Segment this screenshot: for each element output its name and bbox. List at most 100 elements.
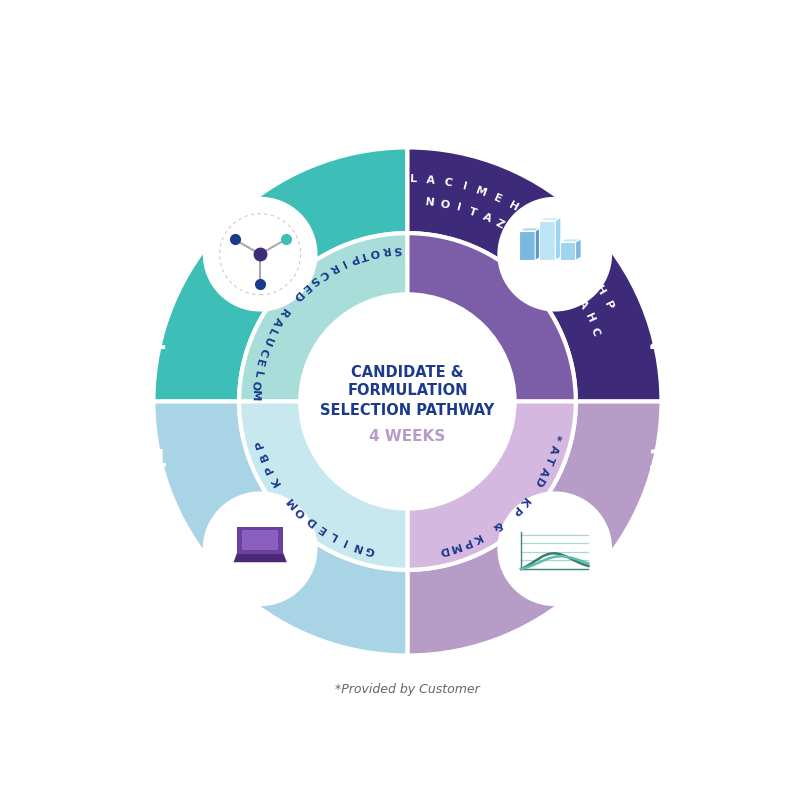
Text: D: D xyxy=(531,475,545,488)
Circle shape xyxy=(204,492,316,605)
Wedge shape xyxy=(407,401,661,656)
Text: O: O xyxy=(250,379,261,390)
Text: T: T xyxy=(467,207,479,219)
Text: P: P xyxy=(347,252,359,265)
Text: R: R xyxy=(277,306,289,319)
Polygon shape xyxy=(560,238,581,242)
Wedge shape xyxy=(407,233,576,401)
Text: L: L xyxy=(328,529,339,541)
Text: L: L xyxy=(266,326,277,337)
Polygon shape xyxy=(519,228,541,231)
Text: O: O xyxy=(439,199,450,211)
Text: E: E xyxy=(299,281,312,293)
Text: 4: 4 xyxy=(145,448,167,477)
Text: O: O xyxy=(369,246,381,258)
Text: C: C xyxy=(257,347,269,358)
Text: M: M xyxy=(448,541,462,553)
Text: H: H xyxy=(507,200,520,213)
Text: 4 WEEKS: 4 WEEKS xyxy=(370,429,445,444)
Text: O: O xyxy=(294,505,308,518)
Text: K: K xyxy=(270,474,283,487)
Polygon shape xyxy=(540,218,561,220)
Text: FORMULATION: FORMULATION xyxy=(347,383,467,398)
Text: P: P xyxy=(509,503,522,516)
Polygon shape xyxy=(576,238,581,260)
Text: A: A xyxy=(576,299,589,311)
Polygon shape xyxy=(540,220,556,260)
Text: &: & xyxy=(491,518,504,532)
Text: U: U xyxy=(260,335,273,348)
Text: A: A xyxy=(270,316,283,328)
Text: I: I xyxy=(339,258,347,268)
Text: E: E xyxy=(316,522,328,535)
Text: M: M xyxy=(285,494,300,510)
Text: Z: Z xyxy=(494,218,506,231)
Text: P: P xyxy=(460,537,471,549)
Text: S: S xyxy=(574,255,587,268)
Text: I: I xyxy=(564,243,574,254)
Text: C: C xyxy=(589,326,601,337)
Text: E: E xyxy=(492,192,503,204)
Wedge shape xyxy=(239,233,407,401)
Text: I: I xyxy=(508,226,517,236)
Text: C: C xyxy=(443,177,453,188)
Text: Y: Y xyxy=(584,270,597,281)
Wedge shape xyxy=(407,401,576,570)
Text: E: E xyxy=(254,358,266,368)
Text: A: A xyxy=(560,273,573,287)
Text: R: R xyxy=(327,262,339,274)
Text: D: D xyxy=(304,514,318,527)
Text: 1: 1 xyxy=(145,326,167,355)
Text: T: T xyxy=(359,249,369,261)
Text: L: L xyxy=(251,370,262,378)
Text: C: C xyxy=(522,209,534,222)
Circle shape xyxy=(498,198,611,311)
Text: 2: 2 xyxy=(648,326,669,355)
Text: 1: 1 xyxy=(148,232,171,265)
Circle shape xyxy=(498,492,611,605)
Text: 1: 1 xyxy=(127,355,149,386)
Polygon shape xyxy=(560,242,576,260)
Text: A: A xyxy=(537,465,550,477)
Wedge shape xyxy=(239,401,407,570)
Wedge shape xyxy=(407,147,661,401)
Text: M: M xyxy=(250,390,260,402)
Text: E: E xyxy=(530,242,542,254)
Text: C: C xyxy=(317,267,329,280)
Wedge shape xyxy=(153,401,407,656)
Text: I: I xyxy=(462,181,468,192)
Text: K: K xyxy=(471,531,483,545)
Text: P: P xyxy=(254,438,266,449)
Text: CANDIDATE &: CANDIDATE & xyxy=(351,365,463,379)
Text: L: L xyxy=(409,174,417,184)
Text: SELECTION PATHWAY: SELECTION PATHWAY xyxy=(320,402,494,417)
Text: I: I xyxy=(456,203,462,213)
Text: N: N xyxy=(425,197,435,208)
Wedge shape xyxy=(153,147,407,401)
Text: N: N xyxy=(351,540,364,553)
Polygon shape xyxy=(556,218,561,260)
Circle shape xyxy=(204,198,316,311)
Text: D: D xyxy=(437,545,449,556)
Text: R: R xyxy=(568,286,582,298)
Text: H: H xyxy=(593,284,607,297)
Text: 3: 3 xyxy=(665,417,688,448)
Text: A: A xyxy=(547,443,559,455)
Polygon shape xyxy=(234,553,287,562)
Text: 4: 4 xyxy=(127,417,149,448)
Text: H: H xyxy=(583,312,595,324)
Text: I: I xyxy=(341,536,349,547)
Text: 2: 2 xyxy=(665,355,688,386)
Text: C: C xyxy=(551,262,564,275)
Text: O: O xyxy=(536,219,549,232)
Text: T: T xyxy=(541,252,553,265)
Text: *: * xyxy=(551,433,562,441)
Text: D: D xyxy=(290,289,304,302)
FancyBboxPatch shape xyxy=(237,527,283,553)
Text: B: B xyxy=(258,451,271,462)
Text: M: M xyxy=(475,185,488,199)
FancyBboxPatch shape xyxy=(242,530,278,550)
Text: S: S xyxy=(392,243,401,254)
Text: R: R xyxy=(518,233,531,246)
Circle shape xyxy=(301,294,514,509)
